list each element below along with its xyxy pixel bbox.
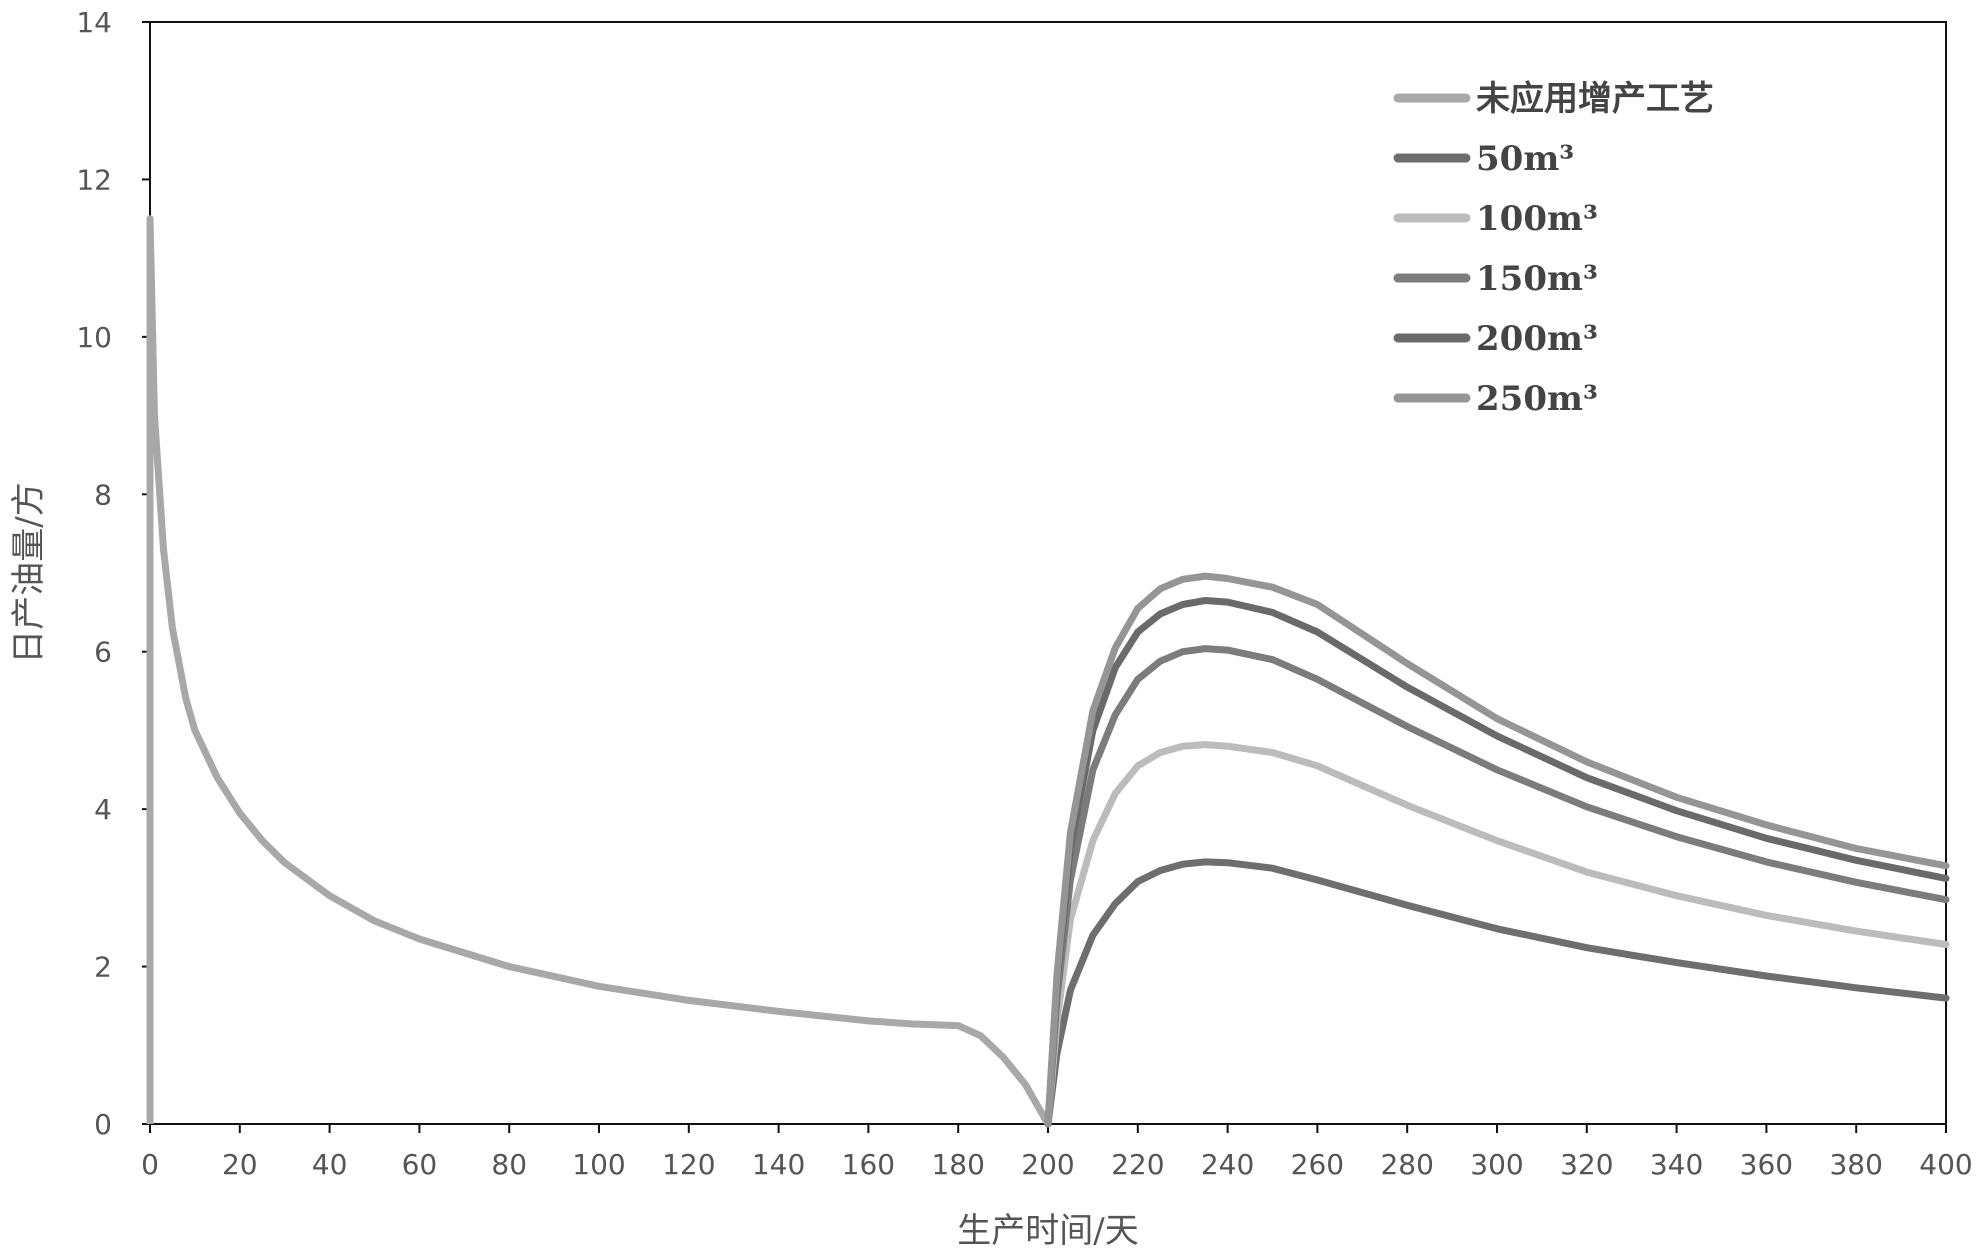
x-tick-label: 40 <box>312 1148 348 1181</box>
y-axis-title: 日产油量/方 <box>9 482 49 663</box>
x-tick-label: 120 <box>662 1148 715 1181</box>
legend-label-1: 50m³ <box>1476 139 1574 179</box>
x-tick-label: 140 <box>752 1148 805 1181</box>
y-tick-label: 10 <box>76 321 112 354</box>
x-tick-label: 280 <box>1380 1148 1433 1181</box>
y-tick-label: 4 <box>94 793 112 826</box>
x-tick-label: 200 <box>1021 1148 1074 1181</box>
x-tick-label: 300 <box>1470 1148 1523 1181</box>
x-tick-label: 80 <box>491 1148 527 1181</box>
x-tick-label: 220 <box>1111 1148 1164 1181</box>
x-tick-label: 180 <box>931 1148 984 1181</box>
legend-label-5: 250m³ <box>1476 379 1598 419</box>
x-tick-label: 400 <box>1919 1148 1972 1181</box>
x-tick-label: 380 <box>1829 1148 1882 1181</box>
x-tick-label: 340 <box>1650 1148 1703 1181</box>
x-tick-label: 260 <box>1291 1148 1344 1181</box>
legend-label-3: 150m³ <box>1476 259 1598 299</box>
x-tick-label: 360 <box>1740 1148 1793 1181</box>
y-tick-label: 0 <box>94 1108 112 1141</box>
x-tick-label: 60 <box>402 1148 438 1181</box>
y-tick-label: 8 <box>94 478 112 511</box>
series-line-5 <box>1044 572 1950 1128</box>
y-tick-label: 12 <box>76 163 112 196</box>
legend-label-2: 100m³ <box>1476 199 1598 239</box>
plot-frame <box>149 21 1947 1125</box>
y-tick-label: 2 <box>94 951 112 984</box>
series-lines <box>146 215 1950 1128</box>
series-line-3 <box>1044 645 1950 1128</box>
legend-label-4: 200m³ <box>1476 319 1598 359</box>
x-tick-label: 20 <box>222 1148 258 1181</box>
x-tick-label: 160 <box>842 1148 895 1181</box>
x-tick-label: 320 <box>1560 1148 1613 1181</box>
y-tick-label: 14 <box>76 6 112 39</box>
x-tick-label: 100 <box>572 1148 625 1181</box>
series-line-1 <box>1044 858 1950 1128</box>
legend-label-0: 未应用增产工艺 <box>1476 79 1714 119</box>
y-tick-label: 6 <box>94 636 112 669</box>
series-line-4 <box>1044 597 1950 1128</box>
x-tick-label: 0 <box>141 1148 159 1181</box>
series-line-2 <box>1044 741 1950 1128</box>
series-line-0 <box>146 215 1052 1128</box>
x-tick-label: 240 <box>1201 1148 1254 1181</box>
legend: 未应用增产工艺 50m³ 100m³ 150m³ 200m³ 250m³ <box>1393 79 1714 419</box>
x-axis-title: 生产时间/天 <box>957 1211 1138 1251</box>
